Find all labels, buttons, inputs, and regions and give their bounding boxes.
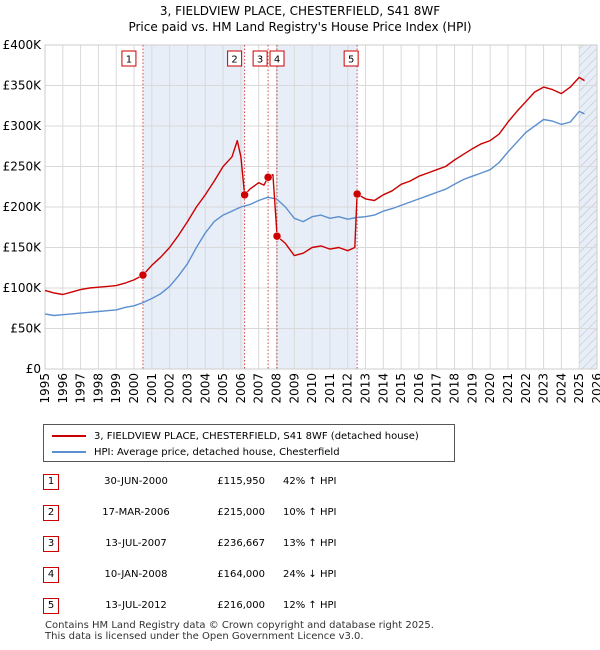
y-tick-label: £100K	[3, 281, 43, 295]
chart-title: 3, FIELDVIEW PLACE, CHESTERFIELD, S41 8W…	[159, 4, 441, 18]
sale-number-box	[252, 50, 268, 67]
x-tick-label: 2011	[323, 373, 337, 404]
sale-number-badge: 5	[43, 598, 59, 614]
sale-number-label: 1	[126, 55, 132, 66]
chart-subtitle: Price paid vs. HM Land Registry's House …	[128, 20, 472, 34]
y-tick-label: £250K	[3, 160, 43, 174]
sale-point	[240, 190, 249, 200]
y-tick-label: £150K	[3, 241, 43, 255]
sale-point	[138, 270, 148, 280]
x-tick-label: 2019	[465, 373, 479, 404]
sale-number-box	[343, 50, 359, 67]
x-tick-label: 2016	[412, 373, 426, 404]
x-tick-label: 2017	[430, 373, 444, 404]
x-tick-label: 1996	[56, 373, 70, 404]
y-tick-label: £350K	[3, 79, 43, 93]
legend-label-property: 3, FIELDVIEW PLACE, CHESTERFIELD, S41 8W…	[94, 430, 419, 442]
sale-number-label: 3	[257, 55, 263, 66]
x-tick-label: 2018	[448, 373, 462, 404]
sale-date: 17-MAR-2006	[102, 507, 170, 518]
sale-date: 13-JUL-2007	[105, 538, 167, 549]
x-tick-label: 2009	[287, 373, 301, 404]
x-tick-label: 2001	[145, 373, 159, 404]
sale-row: 3 13-JUL-2007 £236,667 13% ↑ HPI	[43, 534, 463, 554]
sale-date: 13-JUL-2012	[105, 600, 167, 611]
footer-copyright: Contains HM Land Registry data © Crown c…	[45, 620, 434, 631]
x-tick-label: 2015	[394, 373, 408, 404]
x-tick-label: 2022	[519, 373, 533, 404]
x-tick-label: 2023	[537, 373, 551, 404]
plot-frame	[44, 44, 598, 370]
x-tick-label: 2013	[359, 373, 373, 404]
x-tick-label: 2026	[590, 373, 600, 404]
x-tick-label: 2002	[163, 373, 177, 404]
legend: 3, FIELDVIEW PLACE, CHESTERFIELD, S41 8W…	[43, 424, 455, 462]
x-tick-label: 2008	[269, 373, 283, 404]
x-tick-label: 2021	[501, 373, 515, 404]
x-tick-label: 2025	[572, 373, 586, 404]
hpi-line	[44, 110, 585, 317]
sale-price: £164,000	[217, 569, 265, 580]
y-tick-label: £0	[26, 362, 41, 376]
sale-row: 2 17-MAR-2006 £215,000 10% ↑ HPI	[43, 503, 463, 523]
x-tick-label: 1995	[38, 373, 52, 404]
sale-number-box	[121, 50, 137, 67]
footer: Contains HM Land Registry data © Crown c…	[45, 620, 434, 642]
legend-item-property: 3, FIELDVIEW PLACE, CHESTERFIELD, S41 8W…	[44, 429, 419, 443]
sale-price: £216,000	[217, 600, 265, 611]
sale-row: 5 13-JUL-2012 £216,000 12% ↑ HPI	[43, 596, 463, 616]
sale-point	[352, 189, 362, 199]
sale-number-badge: 4	[43, 567, 59, 583]
x-tick-label: 2024	[554, 373, 568, 404]
sale-number-label: 5	[348, 55, 354, 66]
legend-item-hpi: HPI: Average price, detached house, Ches…	[44, 445, 340, 459]
price-chart: £0 £50K £100K £150K £200K £250K £300K £350K £400…	[3, 38, 600, 404]
sale-number-box	[227, 50, 243, 67]
x-tick-label: 2003	[180, 373, 194, 404]
sale-number-badge: 2	[43, 505, 59, 521]
sale-date: 10-JAN-2008	[104, 569, 168, 580]
footer-license: This data is licensed under the Open Gov…	[45, 631, 364, 642]
sale-hpi-diff: 24% ↓ HPI	[283, 569, 337, 580]
sale-hpi-diff: 13% ↑ HPI	[283, 538, 337, 549]
sale-number-box	[269, 50, 285, 67]
x-tick-label: 1998	[91, 373, 105, 404]
sale-hpi-diff: 10% ↑ HPI	[283, 507, 337, 518]
sale-row: 1 30-JUN-2000 £115,950 42% ↑ HPI	[43, 472, 463, 492]
sale-date: 30-JUN-2000	[104, 476, 168, 487]
x-tick-label: 2010	[305, 373, 319, 404]
x-tick-label: 2006	[234, 373, 248, 404]
x-tick-label: 2012	[341, 373, 355, 404]
sale-number-badge: 1	[43, 474, 59, 490]
sale-point	[272, 231, 282, 241]
x-tick-label: 2004	[198, 373, 212, 404]
y-tick-label: £300K	[3, 119, 43, 133]
x-tick-label: 2020	[483, 373, 497, 404]
sale-hpi-diff: 42% ↑ HPI	[283, 476, 337, 487]
sale-price: £215,000	[217, 507, 265, 518]
x-tick-label: 2005	[216, 373, 230, 404]
x-tick-label: 1999	[109, 373, 123, 404]
legend-swatch-property	[52, 435, 86, 437]
sale-price: £115,950	[217, 476, 265, 487]
sale-price: £236,667	[217, 538, 265, 549]
y-tick-label: £50K	[10, 322, 42, 336]
x-tick-label: 2007	[252, 373, 266, 404]
sale-number-label: 4	[274, 55, 280, 66]
sale-number-label: 2	[231, 55, 237, 66]
x-tick-label: 2000	[127, 373, 141, 404]
y-tick-label: £400K	[3, 38, 43, 52]
sale-row: 4 10-JAN-2008 £164,000 24% ↓ HPI	[43, 565, 463, 585]
sale-number-badge: 3	[43, 536, 59, 552]
legend-swatch-hpi	[52, 451, 86, 453]
x-tick-label: 2014	[376, 373, 390, 404]
legend-label-hpi: HPI: Average price, detached house, Ches…	[94, 446, 340, 458]
y-tick-label: £200K	[3, 200, 43, 214]
sale-hpi-diff: 12% ↑ HPI	[283, 600, 337, 611]
x-tick-label: 1997	[74, 373, 88, 404]
sale-point	[263, 173, 273, 182]
